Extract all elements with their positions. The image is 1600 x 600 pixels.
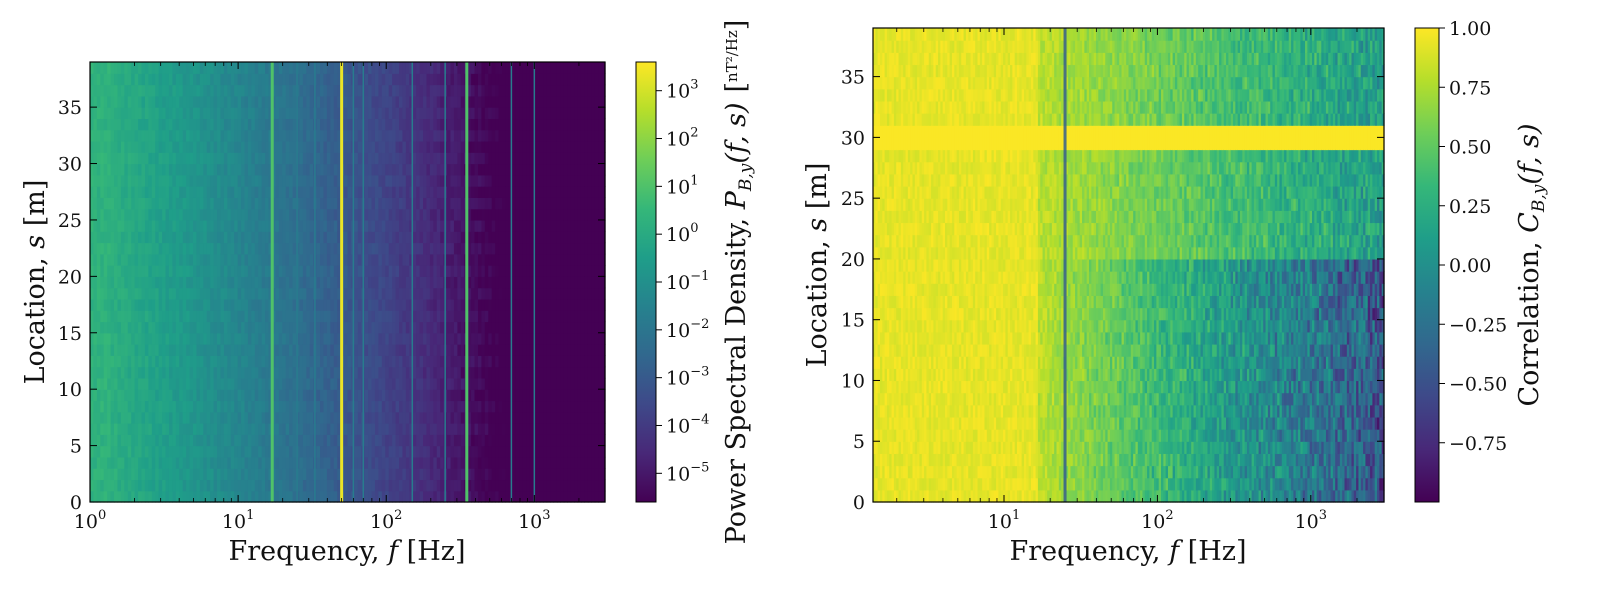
psd-colorbar-tick-label: 10−5	[666, 460, 709, 485]
correlation-y-ticks: 0 5 10 15 20 25 30 35	[841, 67, 1384, 514]
correlation-y-tick-label: 20	[841, 249, 865, 271]
psd-colorbar	[635, 61, 657, 503]
correlation-colorbar-tick-label: −0.75	[1449, 433, 1507, 455]
psd-x-tick-label: 103	[518, 508, 550, 533]
psd-colorbar-tick-label: 103	[666, 78, 698, 103]
psd-spectral-line	[411, 62, 414, 502]
psd-x-tick-label: 102	[370, 508, 402, 533]
psd-heatmap	[90, 62, 606, 503]
correlation-y-tick-label: 30	[841, 127, 865, 149]
psd-spectral-line	[352, 62, 355, 502]
psd-y-axis-label: Location, s [m]	[20, 180, 51, 385]
psd-colorbar-tick-label: 101	[666, 173, 698, 198]
psd-plot-frame	[89, 61, 606, 503]
correlation-colorbar	[1414, 27, 1440, 503]
psd-spectral-line	[362, 62, 365, 502]
correlation-chart: 101 102 103 0 5 10 15 20 25 30 35 Frequency, f [H…	[802, 18, 1549, 567]
psd-y-tick-label: 25	[58, 210, 82, 232]
psd-y-ticks: 0 5 10 15 20 25 30 35	[58, 97, 605, 514]
correlation-y-tick-label: 35	[841, 67, 865, 89]
correlation-y-tick-label: 5	[853, 431, 865, 453]
correlation-colorbar-tick-label: 0.25	[1449, 196, 1491, 218]
correlation-x-tick-label: 102	[1141, 508, 1173, 533]
psd-spectral-line	[444, 62, 446, 502]
psd-colorbar-tick-label: 10−2	[666, 317, 709, 342]
psd-spectral-line	[510, 62, 513, 502]
correlation-colorbar-tick-label: 0.00	[1449, 255, 1491, 277]
correlation-y-tick-label: 15	[841, 310, 865, 332]
correlation-colorbar-ticks: 1.00 0.75 0.50 0.25 0.00 −0.25 −0.50 −0.75	[1439, 18, 1507, 455]
psd-colorbar-tick-label: 100	[666, 221, 698, 246]
psd-colorbar-tick-label: 10−1	[666, 269, 709, 294]
correlation-x-ticks: 101 102 103	[896, 28, 1385, 533]
psd-spectral-line	[533, 62, 536, 502]
psd-spectral-line	[340, 62, 344, 502]
psd-colorbar-tick-label: 10−4	[666, 412, 709, 437]
correlation-plot-frame	[872, 27, 1385, 503]
psd-x-axis-label: Frequency, f [Hz]	[228, 536, 465, 567]
correlation-colorbar-tick-label: 1.00	[1449, 18, 1491, 40]
psd-y-tick-label: 10	[58, 379, 82, 401]
correlation-y-tick-label: 0	[853, 492, 865, 514]
correlation-y-tick-label: 10	[841, 370, 865, 392]
correlation-y-axis-label: Location, s [m]	[802, 163, 833, 368]
correlation-heatmap	[873, 28, 1385, 503]
psd-y-tick-label: 30	[58, 154, 82, 176]
psd-x-ticks: 100 101 102 103	[74, 62, 606, 533]
psd-spectral-line	[270, 62, 274, 502]
correlation-colorbar-tick-label: 0.50	[1449, 137, 1491, 159]
psd-x-tick-label: 101	[222, 508, 254, 533]
psd-y-tick-label: 15	[58, 323, 82, 345]
psd-colorbar-ticks: 103 102 101 100 10−1 10−2 10−3 10−4 10−5	[656, 78, 709, 485]
correlation-x-tick-label: 101	[988, 508, 1020, 533]
psd-spectral-line	[465, 62, 469, 502]
psd-colorbar-label: Power Spectral Density, PB,y(f, s)[nT²/H…	[721, 20, 756, 545]
psd-spectral-line	[314, 62, 316, 502]
correlation-colorbar-tick-label: −0.50	[1449, 374, 1507, 396]
correlation-colorbar-tick-label: −0.25	[1449, 314, 1507, 336]
psd-x-tick-label: 100	[74, 508, 106, 533]
correlation-dark-line	[1063, 28, 1067, 502]
correlation-colorbar-tick-label: 0.75	[1449, 77, 1491, 99]
psd-colorbar-tick-label: 102	[666, 126, 698, 151]
psd-y-tick-label: 35	[58, 97, 82, 119]
psd-y-tick-label: 0	[70, 492, 82, 514]
psd-chart: 100 101 102 103 0 5 10 15 20 25 30 35 Frequency, f…	[20, 20, 756, 567]
correlation-x-axis-label: Frequency, f [Hz]	[1009, 536, 1246, 567]
psd-spectral-line	[296, 62, 298, 502]
psd-y-tick-label: 5	[70, 436, 82, 458]
correlation-y-tick-label: 25	[841, 188, 865, 210]
correlation-colorbar-label: Correlation, CB,y(f, s)	[1514, 123, 1549, 406]
psd-y-tick-label: 20	[58, 266, 82, 288]
correlation-x-tick-label: 103	[1295, 508, 1327, 533]
psd-colorbar-tick-label: 10−3	[666, 365, 709, 390]
